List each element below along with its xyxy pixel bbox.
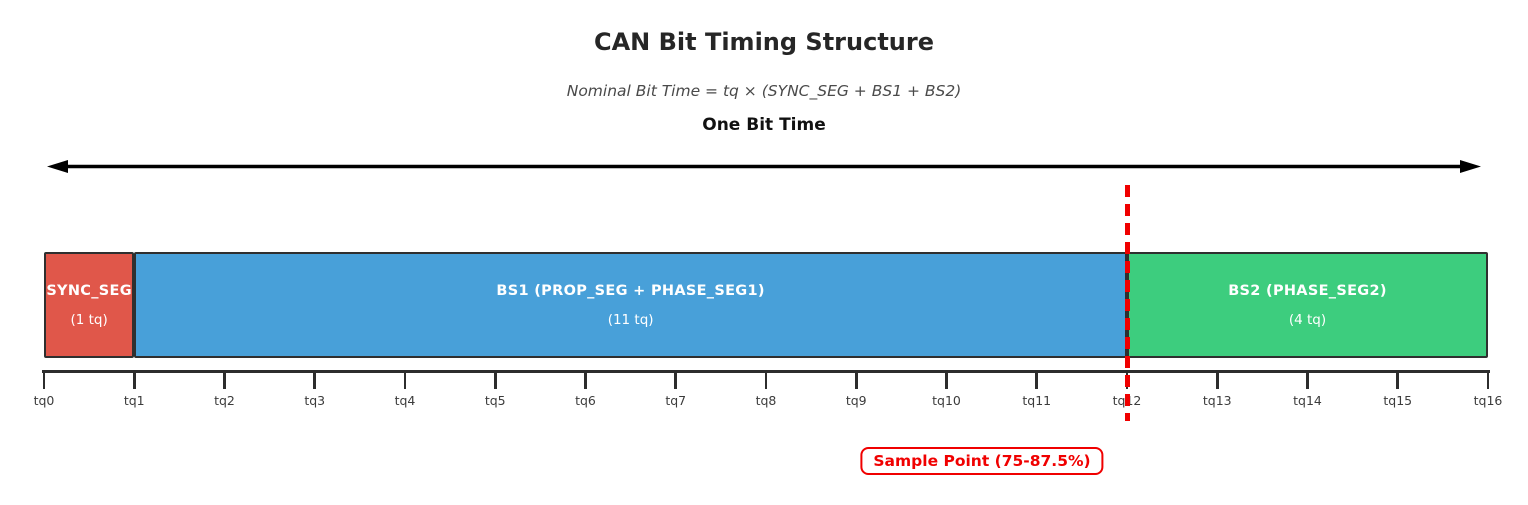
nominal-bit-time-formula: Nominal Bit Time = tq × (SYNC_SEG + BS1 … xyxy=(566,82,962,100)
axis-tick xyxy=(945,370,948,389)
sample-point-dashed-line xyxy=(1124,185,1130,421)
axis-tick-label: tq5 xyxy=(484,393,506,408)
axis-tick-label: tq13 xyxy=(1202,393,1232,408)
segment-bs2: BS2 (PHASE_SEG2) (4 tq) xyxy=(1127,252,1488,358)
segment-label: BS2 (PHASE_SEG2) xyxy=(1228,282,1387,299)
axis-tick xyxy=(493,370,497,389)
axis-tick xyxy=(132,370,136,389)
axis-tick-label: tq0 xyxy=(33,393,55,408)
axis-tick xyxy=(403,370,407,389)
axis-tick xyxy=(854,370,858,389)
sample-point-label: Sample Point (75-87.5%) xyxy=(860,447,1104,475)
axis-tick-label: tq15 xyxy=(1383,393,1413,408)
axis-tick-label: tq4 xyxy=(394,393,416,408)
arrow-left-head-icon xyxy=(47,160,68,173)
arrow-right-head-icon xyxy=(1460,160,1481,173)
axis-tick xyxy=(1486,370,1490,389)
axis-tick-label: tq14 xyxy=(1293,393,1322,408)
axis-tick-label: tq8 xyxy=(755,393,777,408)
axis-tick-label: tq9 xyxy=(845,393,867,408)
axis-tick xyxy=(764,370,768,389)
axis-tick-label: tq7 xyxy=(665,393,687,408)
axis-tick-label: tq2 xyxy=(214,393,235,408)
segment-label: BS1 (PROP_SEG + PHASE_SEG1) xyxy=(496,282,765,299)
segment-duration-label: (1 tq) xyxy=(70,311,108,328)
axis-tick-label: tq1 xyxy=(123,393,145,408)
segment-label: SYNC_SEG xyxy=(46,282,132,299)
axis-tick xyxy=(584,370,587,389)
segment-duration-label: (4 tq) xyxy=(1288,311,1327,328)
axis-tick-label: tq10 xyxy=(932,393,961,408)
one-bit-time-label: One Bit Time xyxy=(702,115,826,135)
axis-tick xyxy=(313,370,317,389)
axis-tick-label: tq11 xyxy=(1022,393,1052,408)
segment-bs1: BS1 (PROP_SEG + PHASE_SEG1) (11 tq) xyxy=(134,252,1127,358)
axis-tick-label: tq6 xyxy=(575,393,596,408)
axis-tick xyxy=(42,370,46,389)
axis-tick xyxy=(223,370,226,389)
axis-tick-label: tq3 xyxy=(304,393,326,408)
page-title: CAN Bit Timing Structure xyxy=(593,28,934,56)
segment-duration-label: (11 tq) xyxy=(607,311,654,328)
axis-tick-label: tq16 xyxy=(1473,393,1503,408)
axis-tick xyxy=(674,370,678,389)
axis-tick xyxy=(1215,370,1219,389)
segment-sync-seg: SYNC_SEG (1 tq) xyxy=(44,252,135,358)
axis-tick xyxy=(1396,370,1400,389)
axis-tick xyxy=(1035,370,1039,389)
axis-tick xyxy=(1306,370,1309,389)
